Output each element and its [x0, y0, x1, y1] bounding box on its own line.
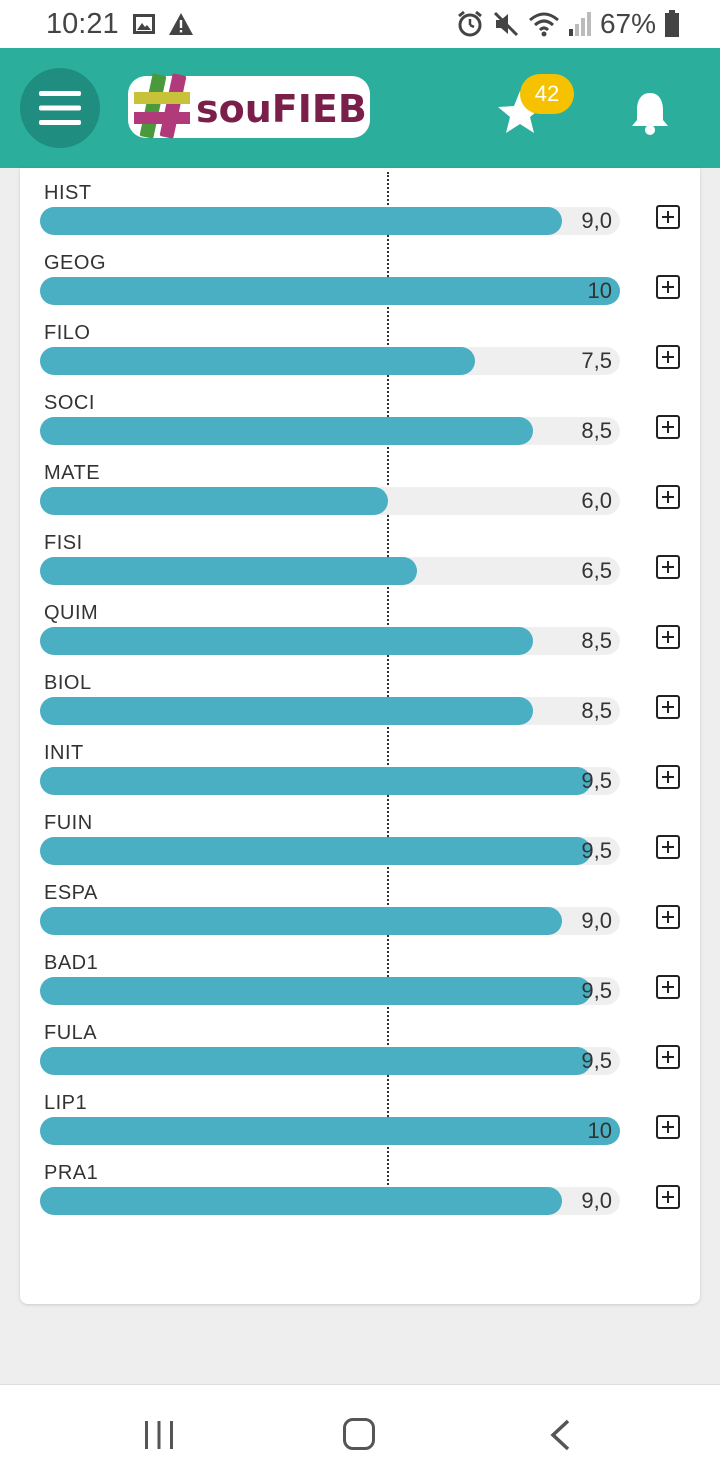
subject-label: SOCI: [44, 392, 95, 414]
grade-row: SOCI 8,5: [20, 382, 700, 452]
grade-bar-fill: [40, 347, 475, 375]
mute-icon: [493, 11, 519, 37]
expand-plus-icon[interactable]: [656, 695, 680, 719]
grade-row: INIT 9,5: [20, 732, 700, 802]
grade-bar-fill: [40, 417, 533, 445]
status-time: 10:21: [46, 8, 119, 40]
expand-plus-icon[interactable]: [656, 415, 680, 439]
subject-label: INIT: [44, 742, 84, 764]
expand-plus-icon[interactable]: [656, 1115, 680, 1139]
grade-bar-fill: [40, 907, 562, 935]
grade-value: 9,5: [581, 838, 612, 863]
grade-value: 9,0: [581, 908, 612, 933]
grade-value: 9,5: [581, 768, 612, 793]
grade-bar-fill: [40, 557, 417, 585]
subject-label: LIP1: [44, 1092, 88, 1114]
soufieb-logo: souFIEB: [128, 73, 370, 139]
subject-label: BIOL: [44, 672, 92, 694]
subject-label: FULA: [44, 1022, 98, 1044]
grade-value: 8,5: [581, 698, 612, 723]
grade-value: 6,0: [581, 488, 612, 513]
expand-plus-icon[interactable]: [656, 205, 680, 229]
grade-row: BAD1 9,5: [20, 942, 700, 1012]
subject-label: ESPA: [44, 882, 98, 904]
battery-percent: 67%: [599, 8, 656, 39]
grade-row: BIOL 8,5: [20, 662, 700, 732]
reference-line: [387, 172, 389, 1212]
expand-plus-icon[interactable]: [656, 765, 680, 789]
subject-label: PRA1: [44, 1162, 99, 1184]
grade-bar-fill: [40, 627, 533, 655]
subject-label: FUIN: [44, 812, 93, 834]
alarm-icon: [458, 10, 482, 37]
grade-value: 8,5: [581, 418, 612, 443]
grade-row: FILO 7,5: [20, 312, 700, 382]
expand-plus-icon[interactable]: [656, 555, 680, 579]
star-icon[interactable]: [496, 88, 544, 136]
signal-icon: [568, 12, 591, 36]
grade-value: 9,5: [581, 1048, 612, 1073]
grade-row: HIST 9,0: [20, 172, 700, 242]
expand-plus-icon[interactable]: [656, 905, 680, 929]
grade-value: 6,5: [581, 558, 612, 583]
expand-plus-icon[interactable]: [656, 1045, 680, 1069]
expand-plus-icon[interactable]: [656, 345, 680, 369]
wifi-icon: [528, 12, 559, 37]
status-bar: 10:21 67%: [0, 0, 720, 48]
grade-bar-fill: [40, 837, 591, 865]
back-icon[interactable]: [548, 1419, 572, 1451]
expand-plus-icon[interactable]: [656, 485, 680, 509]
grade-value: 9,0: [581, 1188, 612, 1213]
grade-value: 10: [587, 1118, 612, 1143]
grade-bar-fill: [40, 1117, 620, 1145]
subject-label: BAD1: [44, 952, 99, 974]
app-header: souFIEB 42: [0, 48, 720, 168]
hamburger-icon: [39, 91, 81, 125]
home-icon[interactable]: [343, 1418, 375, 1450]
battery-icon: [665, 10, 679, 37]
grade-row: FULA 9,5: [20, 1012, 700, 1082]
image-icon: [133, 14, 155, 34]
grade-row: ESPA 9,0: [20, 872, 700, 942]
grade-row: PRA1 9,0: [20, 1152, 700, 1222]
navigation-bar: [0, 1384, 720, 1480]
star-count-badge: 42: [520, 74, 574, 114]
grade-row: MATE 6,0: [20, 452, 700, 522]
warning-icon: [169, 13, 193, 35]
grade-row: FUIN 9,5: [20, 802, 700, 872]
grade-row: LIP1 10: [20, 1082, 700, 1152]
subject-label: MATE: [44, 462, 101, 484]
subject-label: FISI: [44, 532, 83, 554]
grade-value: 9,5: [581, 978, 612, 1003]
subject-label: FILO: [44, 322, 91, 344]
logo-text: souFIEB: [196, 87, 367, 131]
menu-button[interactable]: [20, 68, 100, 148]
grade-bar-fill: [40, 487, 388, 515]
grade-row: QUIM 8,5: [20, 592, 700, 662]
grade-bar-fill: [40, 1047, 591, 1075]
grade-value: 8,5: [581, 628, 612, 653]
recent-apps-icon[interactable]: [144, 1421, 174, 1449]
grade-bar-fill: [40, 767, 591, 795]
grade-row: GEOG 10: [20, 242, 700, 312]
expand-plus-icon[interactable]: [656, 625, 680, 649]
grade-value: 10: [587, 278, 612, 303]
subject-label: QUIM: [44, 602, 99, 624]
grade-bar-fill: [40, 1187, 562, 1215]
grade-bar-fill: [40, 977, 591, 1005]
grade-bar-fill: [40, 207, 562, 235]
grade-bar-fill: [40, 277, 620, 305]
grade-bar-fill: [40, 697, 533, 725]
expand-plus-icon[interactable]: [656, 275, 680, 299]
subject-label: GEOG: [44, 252, 107, 274]
expand-plus-icon[interactable]: [656, 1185, 680, 1209]
grade-row: FISI 6,5: [20, 522, 700, 592]
expand-plus-icon[interactable]: [656, 975, 680, 999]
grades-card: HIST 9,0 GEOG 10 FILO 7,5 SOCI 8,5 MATE 6,0 FISI 6,…: [20, 168, 700, 1304]
grade-value: 9,0: [581, 208, 612, 233]
grade-value: 7,5: [581, 348, 612, 373]
expand-plus-icon[interactable]: [656, 835, 680, 859]
subject-label: HIST: [44, 182, 92, 204]
bell-icon[interactable]: [628, 90, 672, 136]
